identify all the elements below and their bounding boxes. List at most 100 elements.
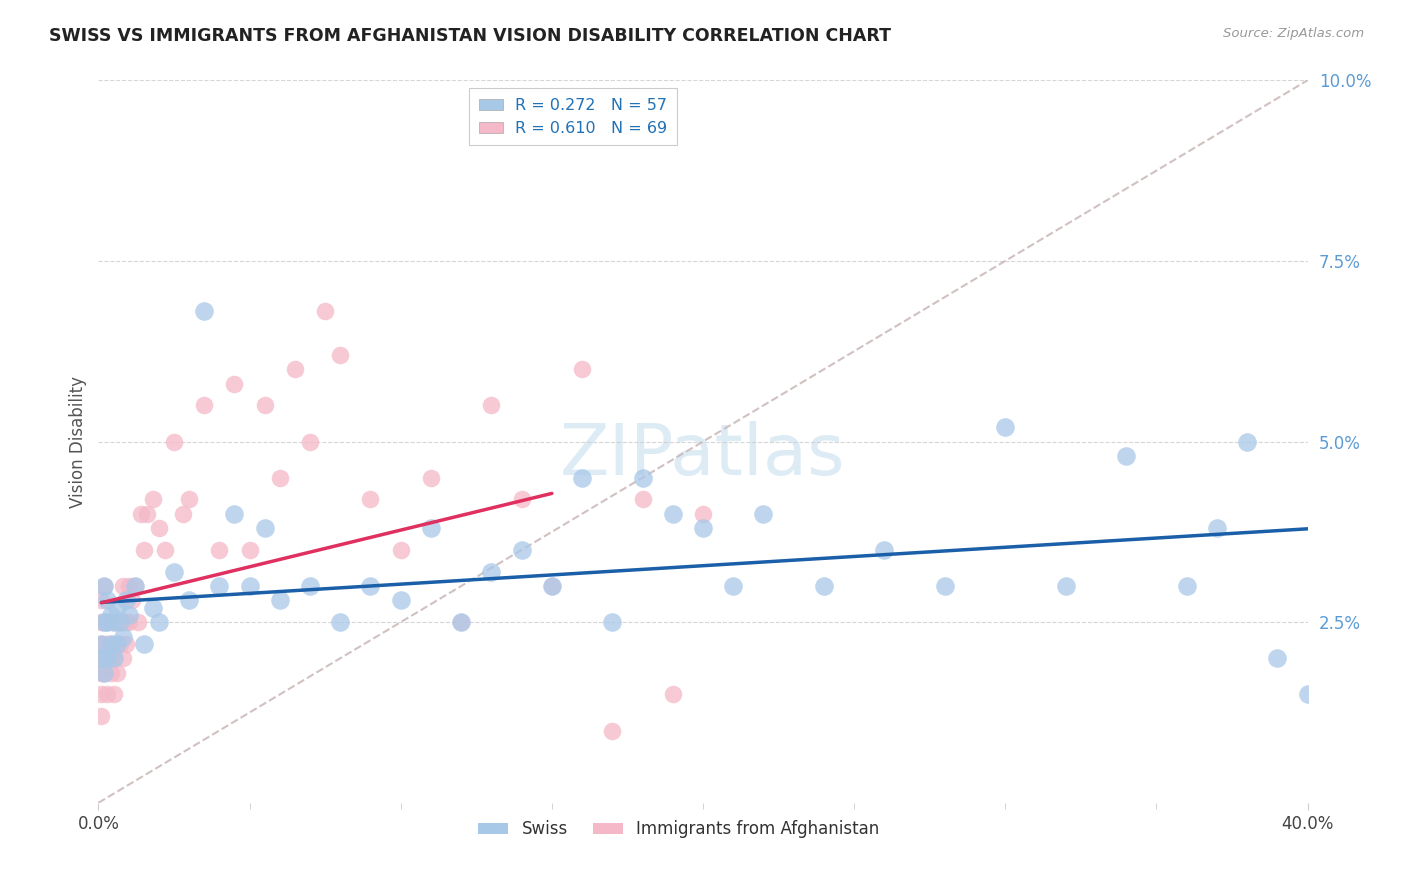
Point: [105, 637, 128, 651]
Point: [103, 615, 125, 630]
Point: [602, 615, 624, 630]
Point: [96, 637, 118, 651]
Point: [299, 579, 322, 593]
Point: [111, 651, 134, 665]
Point: [90, 637, 112, 651]
Point: [103, 687, 125, 701]
Point: [124, 579, 146, 593]
Point: [118, 579, 141, 593]
Point: [114, 637, 136, 651]
Point: [105, 637, 128, 651]
Point: [994, 420, 1017, 434]
Point: [111, 615, 134, 630]
Point: [93, 665, 115, 680]
Point: [93, 615, 115, 630]
Point: [752, 507, 775, 521]
Point: [193, 398, 215, 412]
Point: [93, 665, 115, 680]
Point: [692, 521, 714, 535]
Point: [1267, 651, 1289, 665]
Point: [360, 579, 382, 593]
Point: [510, 492, 533, 507]
Point: [1054, 579, 1077, 593]
Point: [269, 593, 291, 607]
Point: [90, 637, 112, 651]
Point: [1175, 579, 1198, 593]
Point: [661, 687, 683, 701]
Point: [692, 507, 714, 521]
Point: [179, 492, 201, 507]
Point: [93, 651, 115, 665]
Legend: Swiss, Immigrants from Afghanistan: Swiss, Immigrants from Afghanistan: [471, 814, 886, 845]
Point: [93, 637, 115, 651]
Point: [132, 637, 155, 651]
Point: [118, 615, 141, 630]
Point: [299, 434, 322, 449]
Point: [132, 542, 155, 557]
Point: [873, 542, 896, 557]
Point: [127, 615, 149, 630]
Point: [103, 615, 125, 630]
Point: [329, 615, 352, 630]
Point: [1115, 449, 1137, 463]
Point: [129, 507, 152, 521]
Point: [481, 398, 503, 412]
Point: [571, 471, 593, 485]
Point: [389, 542, 412, 557]
Point: [253, 521, 276, 535]
Point: [103, 637, 125, 651]
Point: [450, 615, 472, 630]
Point: [239, 542, 262, 557]
Point: [631, 492, 654, 507]
Point: [193, 304, 215, 318]
Point: [96, 651, 118, 665]
Point: [329, 348, 352, 362]
Point: [135, 507, 157, 521]
Point: [142, 600, 165, 615]
Point: [100, 665, 122, 680]
Point: [934, 579, 956, 593]
Point: [90, 651, 112, 665]
Point: [100, 651, 122, 665]
Point: [224, 507, 246, 521]
Point: [163, 434, 186, 449]
Point: [121, 593, 143, 607]
Point: [108, 637, 131, 651]
Point: [100, 607, 122, 622]
Point: [602, 723, 624, 738]
Point: [100, 637, 122, 651]
Text: SWISS VS IMMIGRANTS FROM AFGHANISTAN VISION DISABILITY CORRELATION CHART: SWISS VS IMMIGRANTS FROM AFGHANISTAN VIS…: [49, 27, 891, 45]
Point: [111, 630, 134, 644]
Point: [96, 687, 118, 701]
Point: [90, 651, 112, 665]
Point: [179, 593, 201, 607]
Point: [114, 593, 136, 607]
Point: [208, 542, 231, 557]
Point: [1206, 521, 1229, 535]
Point: [420, 521, 443, 535]
Point: [208, 579, 231, 593]
Point: [450, 615, 472, 630]
Point: [96, 615, 118, 630]
Point: [100, 637, 122, 651]
Point: [253, 398, 276, 412]
Point: [360, 492, 382, 507]
Point: [148, 521, 170, 535]
Point: [481, 565, 503, 579]
Point: [314, 304, 336, 318]
Point: [142, 492, 165, 507]
Point: [93, 579, 115, 593]
Point: [90, 709, 112, 723]
Text: Source: ZipAtlas.com: Source: ZipAtlas.com: [1223, 27, 1364, 40]
Point: [540, 579, 562, 593]
Point: [571, 362, 593, 376]
Point: [90, 687, 112, 701]
Y-axis label: Vision Disability: Vision Disability: [69, 376, 87, 508]
Point: [269, 471, 291, 485]
Point: [108, 615, 131, 630]
Point: [813, 579, 835, 593]
Point: [96, 651, 118, 665]
Point: [105, 665, 128, 680]
Point: [114, 615, 136, 630]
Point: [105, 615, 128, 630]
